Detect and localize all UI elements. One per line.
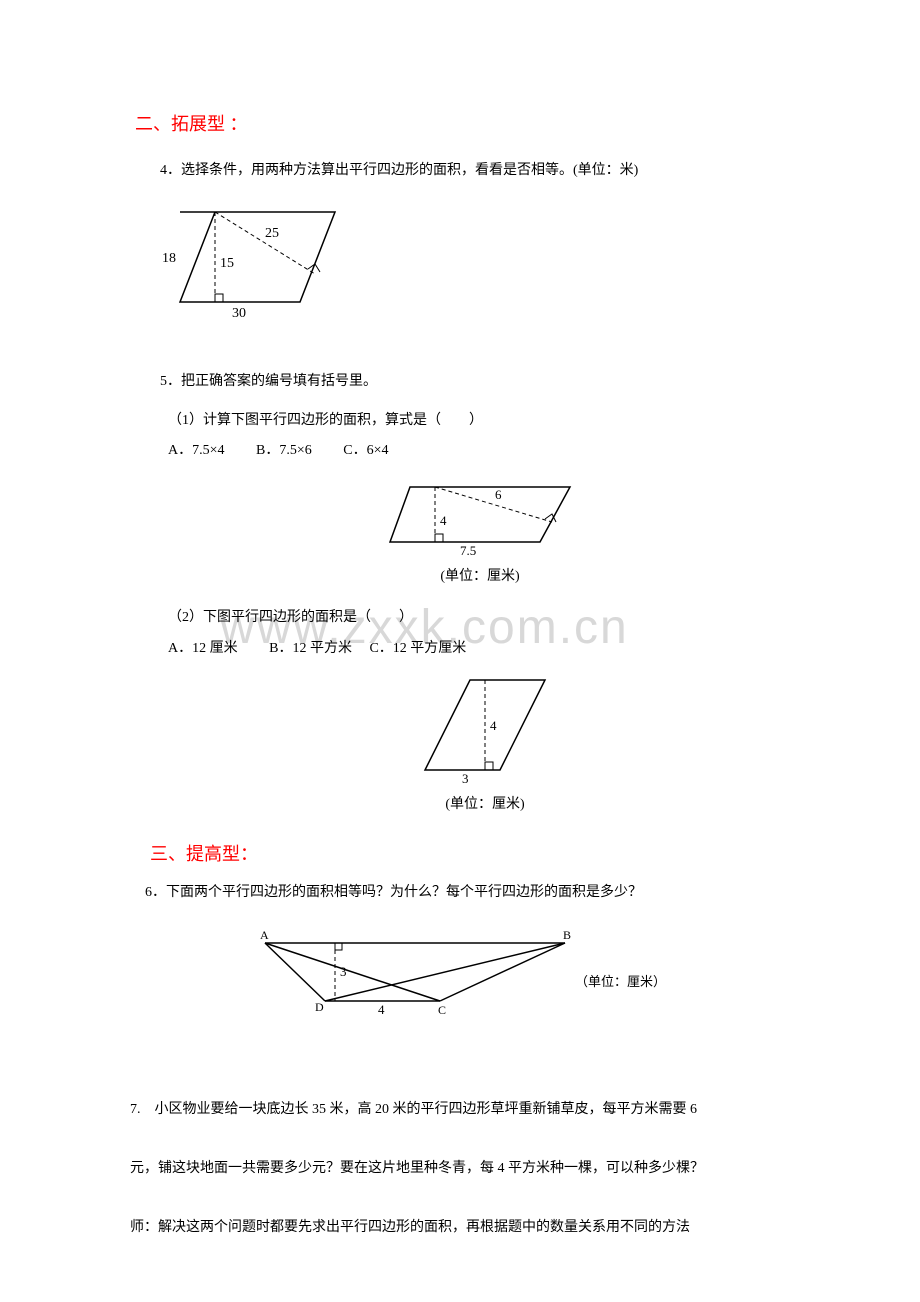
label-3a: 3 bbox=[462, 771, 469, 785]
unit-label-1: (单位：厘米) bbox=[380, 562, 580, 593]
label-D: D bbox=[315, 1000, 324, 1014]
label-A: A bbox=[260, 931, 269, 942]
label-4c: 4 bbox=[378, 1002, 385, 1017]
label-3b: 3 bbox=[340, 964, 347, 979]
problem6-text: 6．下面两个平行四边形的面积相等吗？为什么？每个平行四边形的面积是多少？ bbox=[145, 881, 790, 901]
problem7-line2: 元，铺这块地面一共需要多少元？要在这片地里种冬青，每 4 平方米种一棵，可以种多… bbox=[130, 1140, 790, 1199]
problem-6: 6．下面两个平行四边形的面积相等吗？为什么？每个平行四边形的面积是多少？ A B… bbox=[145, 881, 790, 1021]
label-C: C bbox=[438, 1003, 446, 1017]
label-4a: 4 bbox=[440, 513, 447, 528]
section2-title: 二、拓展型 ： bbox=[135, 110, 790, 136]
problem6-diagram: A B C D 3 4 （单位：厘米） bbox=[145, 931, 790, 1021]
opt-5-1-c: C．6×4 bbox=[343, 443, 388, 458]
opt-5-2-a: A．12 厘米 bbox=[168, 641, 238, 656]
problem-7: 7. 小区物业要给一块底边长 35 米，高 20 米的平行四边形草坪重新铺草皮，… bbox=[130, 1081, 790, 1257]
problem4-diagram: 18 15 25 30 bbox=[160, 202, 790, 322]
label-B: B bbox=[563, 931, 571, 942]
label-18: 18 bbox=[162, 251, 176, 266]
label-7-5: 7.5 bbox=[460, 543, 476, 557]
problem5-sub2-diagram: 4 3 (单位：厘米) bbox=[160, 675, 790, 821]
problem5-sub2: （2）下图平行四边形的面积是（ ） bbox=[168, 603, 790, 634]
label-30: 30 bbox=[232, 306, 246, 321]
unit-label-2: (单位：厘米) bbox=[420, 790, 550, 821]
problem5-sub1-options: A．7.5×4 B．7.5×6 C．6×4 bbox=[168, 436, 790, 467]
opt-5-2-b: B．12 平方米 bbox=[269, 641, 352, 656]
problem7-line1: 7. 小区物业要给一块底边长 35 米，高 20 米的平行四边形草坪重新铺草皮，… bbox=[130, 1081, 790, 1140]
problem-4: 4．选择条件，用两种方法算出平行四边形的面积，看看是否相等。(单位：米) 18 … bbox=[160, 156, 790, 322]
problem4-text: 4．选择条件，用两种方法算出平行四边形的面积，看看是否相等。(单位：米) bbox=[160, 156, 790, 187]
label-15: 15 bbox=[220, 256, 234, 271]
problem5-sub2-options: A．12 厘米 B．12 平方米 C．12 平方厘米 bbox=[168, 634, 790, 665]
document-content: 二、拓展型 ： 4．选择条件，用两种方法算出平行四边形的面积，看看是否相等。(单… bbox=[130, 110, 790, 1258]
problem5-sub1: （1）计算下图平行四边形的面积，算式是（ ） bbox=[168, 406, 790, 437]
label-6: 6 bbox=[495, 487, 502, 502]
problem5-sub1-diagram: 6 4 7.5 (单位：厘米) bbox=[160, 477, 790, 593]
problem-5: 5．把正确答案的编号填有括号里。 （1）计算下图平行四边形的面积，算式是（ ） … bbox=[160, 367, 790, 821]
opt-5-1-a: A．7.5×4 bbox=[168, 443, 225, 458]
label-25: 25 bbox=[265, 226, 279, 241]
problem5-intro: 5．把正确答案的编号填有括号里。 bbox=[160, 367, 790, 398]
label-4b: 4 bbox=[490, 718, 497, 733]
unit-label-3: （单位：厘米） bbox=[575, 974, 666, 989]
opt-5-2-c: C．12 平方厘米 bbox=[369, 641, 466, 656]
problem7-line3: 师：解决这两个问题时都要先求出平行四边形的面积，再根据题中的数量关系用不同的方法 bbox=[130, 1199, 790, 1258]
opt-5-1-b: B．7.5×6 bbox=[256, 443, 312, 458]
section3-title: 三、提高型： bbox=[150, 840, 790, 866]
